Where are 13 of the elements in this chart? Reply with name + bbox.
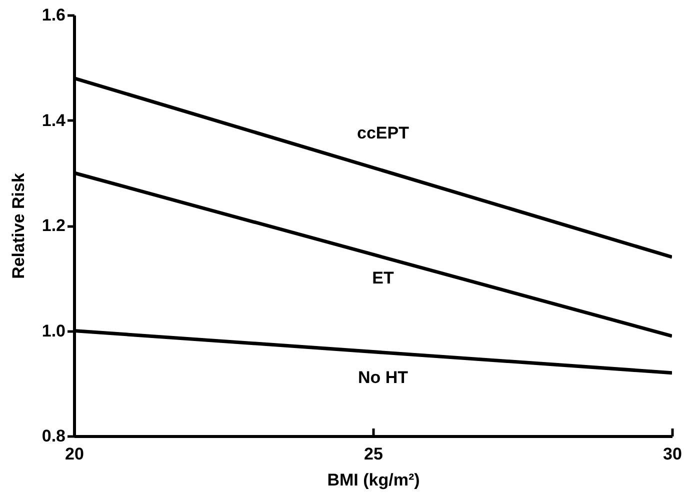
y-tick-label: 1.4: [42, 110, 66, 130]
series-label: No HT: [358, 368, 409, 387]
x-axis-title: BMI (kg/m²): [327, 470, 420, 490]
y-tick-label: 0.8: [42, 426, 66, 446]
x-tick-label: 30: [663, 444, 682, 464]
series-label: ET: [372, 268, 394, 288]
y-tick-label: 1.0: [42, 321, 66, 340]
x-tick-label: 25: [364, 444, 383, 464]
y-tick-label: 1.2: [42, 216, 66, 235]
y-axis-title: Relative Risk: [8, 172, 28, 279]
series-label: ccEPT: [357, 124, 410, 143]
x-tick-label: 20: [65, 444, 84, 464]
y-tick-label: 1.6: [42, 6, 66, 24]
